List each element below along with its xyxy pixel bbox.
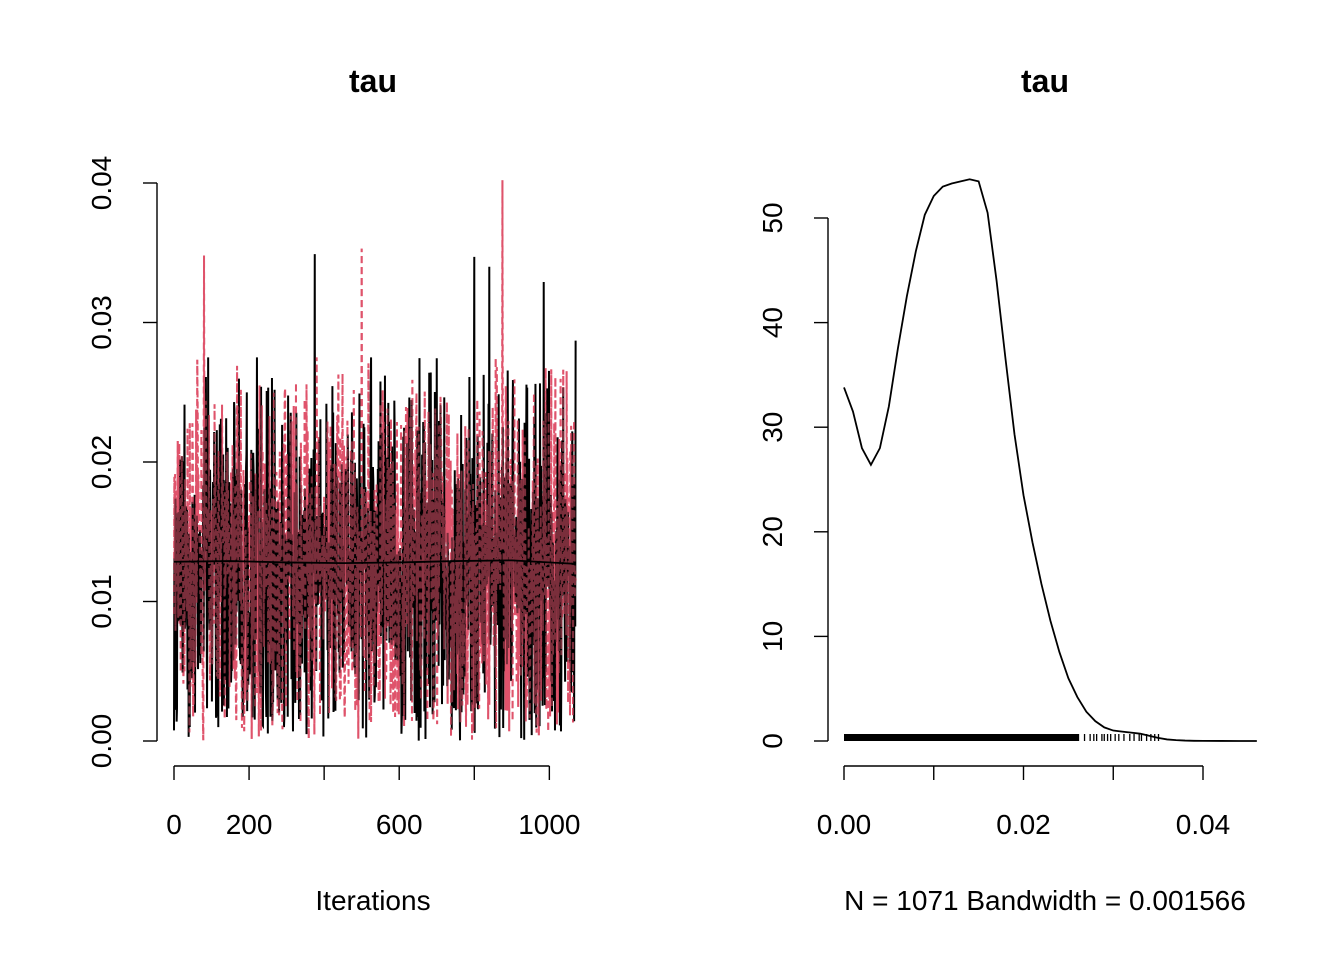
trace-x-axis: 0 200 600 1000 bbox=[166, 765, 580, 840]
density-y-tick-label: 10 bbox=[757, 621, 788, 652]
trace-y-tick-label: 0.00 bbox=[86, 714, 117, 769]
density-rug bbox=[844, 734, 1160, 741]
density-curve bbox=[843, 178, 1257, 742]
trace-x-tick-label: 200 bbox=[226, 809, 273, 840]
density-x-axis: 0.00 0.02 0.04 bbox=[817, 765, 1231, 840]
trace-y-tick-label: 0.03 bbox=[86, 295, 117, 350]
trace-x-tick-label: 600 bbox=[376, 809, 423, 840]
density-x-tick-label: 0.00 bbox=[817, 809, 872, 840]
density-y-tick-label: 30 bbox=[757, 412, 788, 443]
trace-lines bbox=[173, 180, 577, 741]
trace-x-tick-label: 1000 bbox=[518, 809, 580, 840]
trace-x-axis-label: Iterations bbox=[315, 885, 430, 916]
density-y-tick-label: 50 bbox=[757, 202, 788, 233]
trace-series-chain-2-overlay bbox=[173, 180, 577, 741]
trace-y-tick-label: 0.04 bbox=[86, 156, 117, 211]
trace-x-tick-label: 0 bbox=[166, 809, 182, 840]
trace-y-axis: 0.00 0.01 0.02 0.03 0.04 bbox=[86, 156, 158, 769]
density-y-tick-label: 20 bbox=[757, 516, 788, 547]
trace-y-tick-label: 0.01 bbox=[86, 574, 117, 629]
density-x-tick-label: 0.02 bbox=[996, 809, 1051, 840]
density-y-tick-label: 0 bbox=[757, 733, 788, 749]
density-x-axis-label: N = 1071 Bandwidth = 0.001566 bbox=[844, 885, 1246, 916]
density-plot-title: tau bbox=[1021, 63, 1069, 99]
trace-trend-line bbox=[173, 559, 577, 565]
trace-plot-panel: tau 0.00 0.01 0.02 0.03 0.04 0 200 600 1000 Ite… bbox=[86, 63, 580, 916]
trace-plot-title: tau bbox=[349, 63, 397, 99]
trace-y-tick-label: 0.02 bbox=[86, 435, 117, 490]
density-x-tick-label: 0.04 bbox=[1176, 809, 1231, 840]
density-y-axis: 0 10 20 30 40 50 bbox=[757, 202, 829, 749]
density-plot-panel: tau 0 10 20 30 40 50 0.00 0.02 0.04 N = 1071 Ba… bbox=[757, 63, 1257, 916]
density-rug-dense bbox=[844, 734, 1080, 741]
density-y-tick-label: 40 bbox=[757, 307, 788, 338]
